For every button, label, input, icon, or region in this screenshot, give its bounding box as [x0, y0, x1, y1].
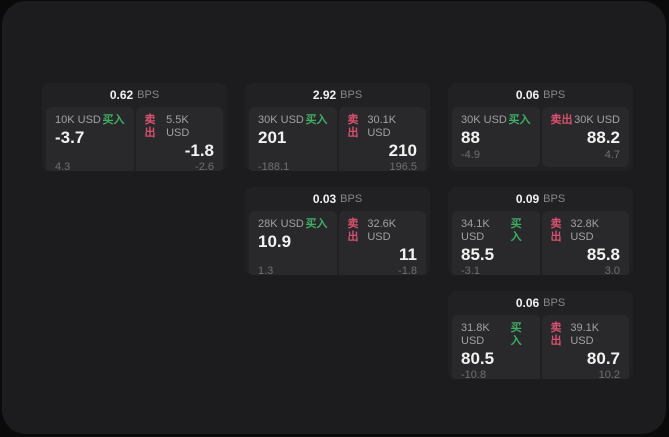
buy-size-label: 28K USD	[258, 218, 304, 230]
quote-card: 0.03 BPS 28K USD 买入 10.9 1.3 卖出 32.6K US…	[245, 187, 430, 275]
sell-quote-tile[interactable]: 卖出 32.8K USD 85.8 3.0	[541, 211, 629, 275]
sell-quote-tile[interactable]: 卖出 30K USD 88.2 4.7	[541, 107, 629, 167]
buy-quote-tile[interactable]: 34.1K USD 买入 85.5 -3.1	[452, 211, 540, 275]
sell-size-label: 30.1K USD	[367, 114, 397, 139]
quote-card: 0.06 BPS 30K USD 买入 88 -4.9 卖出 30K USD	[448, 83, 633, 171]
buy-action-label: 买入	[102, 114, 125, 126]
buy-price: 80.5	[461, 349, 495, 368]
buy-quote-tile[interactable]: 31.8K USD 买入 80.5 -10.8	[452, 315, 540, 379]
buy-action-label: 买入	[305, 218, 328, 230]
sell-size-label: 39.1K USD	[570, 322, 600, 347]
sell-action-label: 卖出	[347, 114, 359, 139]
sell-action-label: 卖出	[347, 218, 359, 243]
sell-price: 80.7	[586, 349, 620, 368]
spread-header: 0.62 BPS	[42, 83, 227, 107]
buy-action-label: 买入	[305, 114, 328, 126]
spread-bps-unit: BPS	[543, 193, 566, 205]
buy-delta: -188.1	[258, 161, 290, 171]
sell-quote-tile[interactable]: 卖出 32.6K USD 11 -1.8	[338, 211, 426, 275]
sell-quote-tile[interactable]: 卖出 39.1K USD 80.7 10.2	[541, 315, 629, 379]
spread-header: 0.06 BPS	[448, 83, 633, 107]
sell-delta: -2.6	[195, 161, 214, 171]
spread-bps-value: 0.62	[109, 88, 134, 102]
spread-bps-value: 0.06	[515, 88, 540, 102]
buy-action-label: 买入	[510, 322, 522, 347]
buy-action-label: 买入	[508, 114, 531, 126]
sell-delta: -1.8	[398, 265, 417, 275]
sell-action-label: 卖出	[550, 114, 573, 126]
spread-bps-unit: BPS	[340, 193, 363, 205]
sell-size-label: 32.8K USD	[570, 218, 600, 243]
quote-card: 0.09 BPS 34.1K USD 买入 85.5 -3.1 卖出 32.8K…	[448, 187, 633, 275]
buy-size-label: 30K USD	[461, 114, 507, 126]
spread-bps-unit: BPS	[137, 89, 160, 101]
spread-header: 2.92 BPS	[245, 83, 430, 107]
buy-size-label: 34.1K USD	[461, 218, 490, 243]
buy-size-label: 31.8K USD	[461, 322, 490, 347]
spread-bps-unit: BPS	[543, 89, 566, 101]
sell-size-label: 32.6K USD	[367, 218, 397, 243]
sell-delta: 196.5	[389, 161, 417, 171]
buy-quote-tile[interactable]: 30K USD 买入 88 -4.9	[452, 107, 540, 167]
buy-quote-tile[interactable]: 10K USD 买入 -3.7 4.3	[46, 107, 134, 171]
buy-action-label: 买入	[510, 218, 522, 243]
quote-card: 0.62 BPS 10K USD 买入 -3.7 4.3 卖出 5.5K USD	[42, 83, 227, 171]
buy-price: 88	[461, 128, 480, 147]
sell-price: 11	[399, 245, 417, 264]
sell-delta: 4.7	[604, 149, 620, 161]
buy-delta: 1.3	[258, 265, 274, 275]
sell-delta: 10.2	[598, 369, 620, 379]
sell-action-label: 卖出	[550, 322, 562, 347]
spread-header: 0.03 BPS	[245, 187, 430, 211]
sell-quote-tile[interactable]: 卖出 30.1K USD 210 196.5	[338, 107, 426, 171]
buy-delta: 4.3	[55, 161, 71, 171]
spread-bps-unit: BPS	[543, 297, 566, 309]
buy-quote-tile[interactable]: 28K USD 买入 10.9 1.3	[249, 211, 337, 275]
quote-card-grid: 0.62 BPS 10K USD 买入 -3.7 4.3 卖出 5.5K USD	[42, 83, 633, 379]
buy-size-label: 30K USD	[258, 114, 304, 126]
sell-price: 85.8	[586, 245, 620, 264]
buy-price: 85.5	[461, 245, 495, 264]
sell-quote-tile[interactable]: 卖出 5.5K USD -1.8 -2.6	[135, 107, 223, 171]
spread-header: 0.09 BPS	[448, 187, 633, 211]
buy-price: 201	[258, 128, 287, 147]
quote-card: 0.06 BPS 31.8K USD 买入 80.5 -10.8 卖出 39.1…	[448, 291, 633, 379]
buy-quote-tile[interactable]: 30K USD 买入 201 -188.1	[249, 107, 337, 171]
sell-price: -1.8	[184, 141, 214, 160]
buy-delta: -10.8	[461, 369, 487, 379]
sell-price: 88.2	[586, 128, 620, 147]
sell-action-label: 卖出	[144, 114, 156, 139]
sell-size-label: 5.5K USD	[166, 114, 190, 139]
buy-price: 10.9	[258, 232, 292, 251]
sell-price: 210	[388, 141, 417, 160]
spread-bps-value: 2.92	[312, 88, 337, 102]
sell-action-label: 卖出	[550, 218, 562, 243]
quote-card: 2.92 BPS 30K USD 买入 201 -188.1 卖出 30.1K …	[245, 83, 430, 171]
spread-bps-value: 0.03	[312, 192, 337, 206]
buy-delta: -4.9	[461, 149, 480, 161]
buy-size-label: 10K USD	[55, 114, 101, 126]
sell-size-label: 30K USD	[574, 114, 620, 126]
buy-price: -3.7	[55, 128, 85, 147]
buy-delta: -3.1	[461, 265, 480, 275]
spread-bps-value: 0.09	[515, 192, 540, 206]
spread-header: 0.06 BPS	[448, 291, 633, 315]
spread-bps-value: 0.06	[515, 296, 540, 310]
spread-bps-unit: BPS	[340, 89, 363, 101]
sell-delta: 3.0	[604, 265, 620, 275]
